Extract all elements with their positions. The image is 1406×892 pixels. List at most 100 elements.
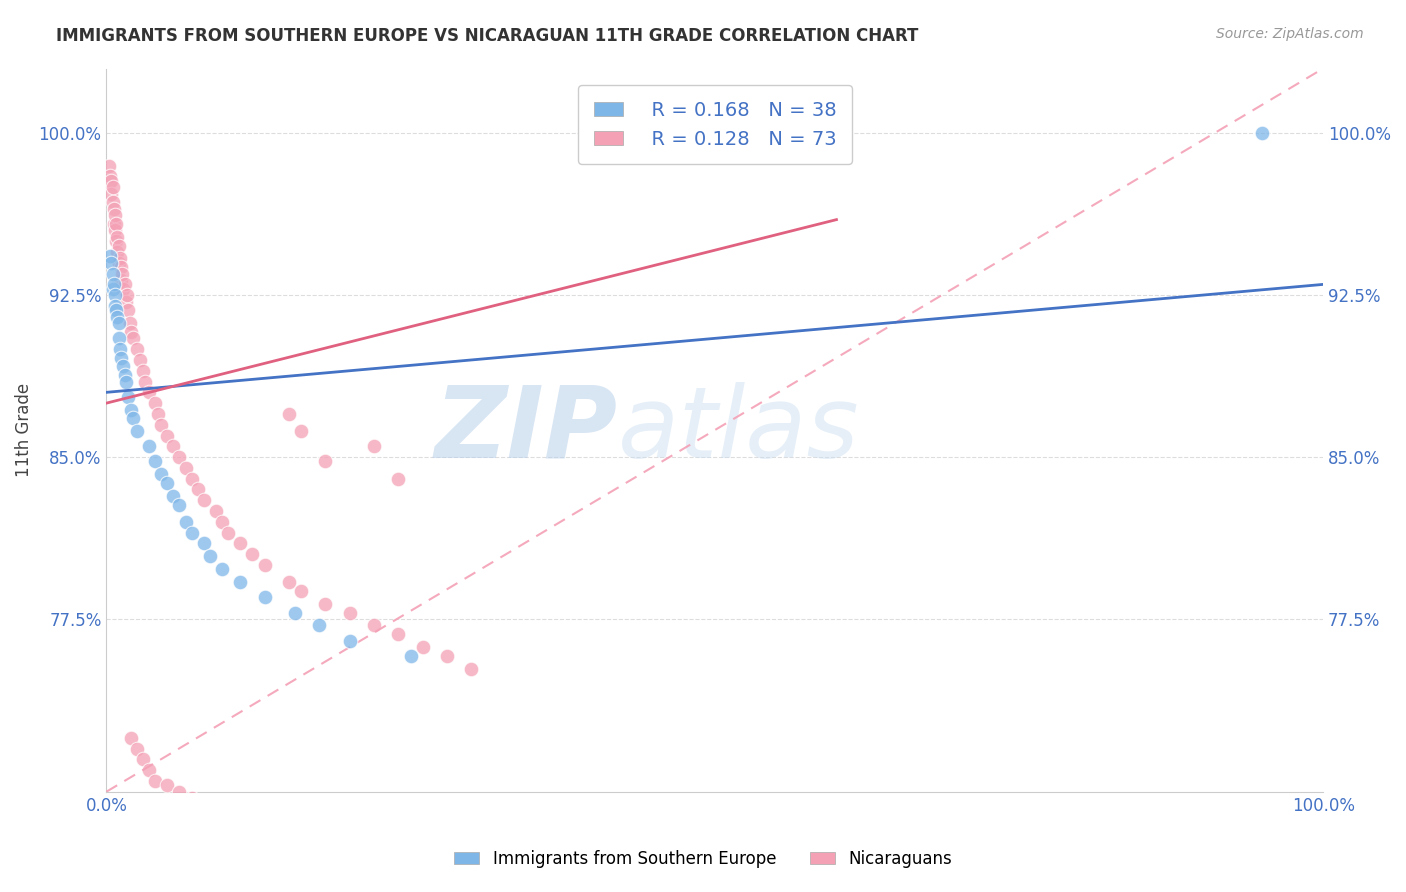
Point xyxy=(105,234,128,248)
Point xyxy=(100,256,122,270)
Point xyxy=(101,195,124,210)
Point xyxy=(387,472,409,486)
Point xyxy=(111,267,134,281)
Text: IMMIGRANTS FROM SOUTHERN EUROPE VS NICARAGUAN 11TH GRADE CORRELATION CHART: IMMIGRANTS FROM SOUTHERN EUROPE VS NICAR… xyxy=(56,27,918,45)
Point xyxy=(117,390,139,404)
Point xyxy=(156,475,179,490)
Point xyxy=(242,547,264,561)
Point xyxy=(169,785,191,799)
Text: Source: ZipAtlas.com: Source: ZipAtlas.com xyxy=(1216,27,1364,41)
Point xyxy=(217,525,239,540)
Point xyxy=(143,454,166,468)
Point xyxy=(103,277,125,292)
Point xyxy=(146,407,169,421)
Point xyxy=(105,310,128,324)
Point xyxy=(162,439,184,453)
Point xyxy=(112,282,135,296)
Point xyxy=(125,424,148,438)
Point xyxy=(101,180,124,194)
Point xyxy=(253,558,276,572)
Point xyxy=(105,303,128,318)
Point xyxy=(98,169,121,184)
Point xyxy=(253,591,276,605)
Point xyxy=(114,277,136,292)
Point xyxy=(117,303,139,318)
Point xyxy=(125,342,148,356)
Text: atlas: atlas xyxy=(617,382,859,479)
Point xyxy=(115,375,138,389)
Point xyxy=(101,267,124,281)
Point xyxy=(150,417,173,432)
Point xyxy=(314,454,336,468)
Point xyxy=(104,288,127,302)
Point xyxy=(110,351,132,365)
Point xyxy=(187,483,209,497)
Point xyxy=(132,752,155,766)
Point xyxy=(107,238,129,252)
Point xyxy=(290,424,312,438)
Point xyxy=(174,515,197,529)
Point xyxy=(180,525,202,540)
Point xyxy=(105,245,128,260)
Point xyxy=(100,174,122,188)
Point xyxy=(104,208,127,222)
Point xyxy=(211,515,233,529)
Point xyxy=(122,411,145,425)
Point xyxy=(277,575,299,590)
Point xyxy=(156,428,179,442)
Point xyxy=(104,223,127,237)
Point xyxy=(169,450,191,464)
Legend: Immigrants from Southern Europe, Nicaraguans: Immigrants from Southern Europe, Nicarag… xyxy=(447,844,959,875)
Point xyxy=(110,260,132,274)
Point xyxy=(1251,126,1274,140)
Point xyxy=(138,439,160,453)
Legend:   R = 0.168   N = 38,   R = 0.128   N = 73: R = 0.168 N = 38, R = 0.128 N = 73 xyxy=(578,86,852,164)
Point xyxy=(162,489,184,503)
Point xyxy=(150,467,173,482)
Point xyxy=(100,186,122,201)
Point xyxy=(98,249,121,263)
Point xyxy=(193,796,215,810)
Point xyxy=(314,597,336,611)
Point xyxy=(198,549,221,564)
Point xyxy=(339,606,361,620)
Point xyxy=(193,493,215,508)
Point xyxy=(436,648,458,663)
Point xyxy=(101,282,124,296)
Point xyxy=(277,407,299,421)
Point xyxy=(122,331,145,345)
Point xyxy=(169,498,191,512)
Y-axis label: 11th Grade: 11th Grade xyxy=(15,383,32,477)
Point xyxy=(339,633,361,648)
Point xyxy=(112,359,135,374)
Point xyxy=(143,396,166,410)
Point xyxy=(107,331,129,345)
Point xyxy=(308,618,330,632)
Point xyxy=(103,202,125,216)
Point xyxy=(132,364,155,378)
Point xyxy=(412,640,434,654)
Point xyxy=(460,662,482,676)
Point xyxy=(134,375,156,389)
Point xyxy=(110,273,132,287)
Point xyxy=(363,439,385,453)
Point xyxy=(229,575,252,590)
Point xyxy=(120,325,142,339)
Point xyxy=(143,773,166,788)
Point xyxy=(399,648,422,663)
Point xyxy=(115,294,138,309)
Point xyxy=(193,536,215,550)
Point xyxy=(105,217,128,231)
Point xyxy=(104,299,127,313)
Point xyxy=(120,402,142,417)
Text: ZIP: ZIP xyxy=(434,382,617,479)
Point xyxy=(180,472,202,486)
Point xyxy=(129,353,152,368)
Point xyxy=(114,368,136,382)
Point xyxy=(284,606,307,620)
Point xyxy=(156,778,179,792)
Point xyxy=(180,791,202,805)
Point xyxy=(174,461,197,475)
Point xyxy=(290,583,312,598)
Point xyxy=(125,741,148,756)
